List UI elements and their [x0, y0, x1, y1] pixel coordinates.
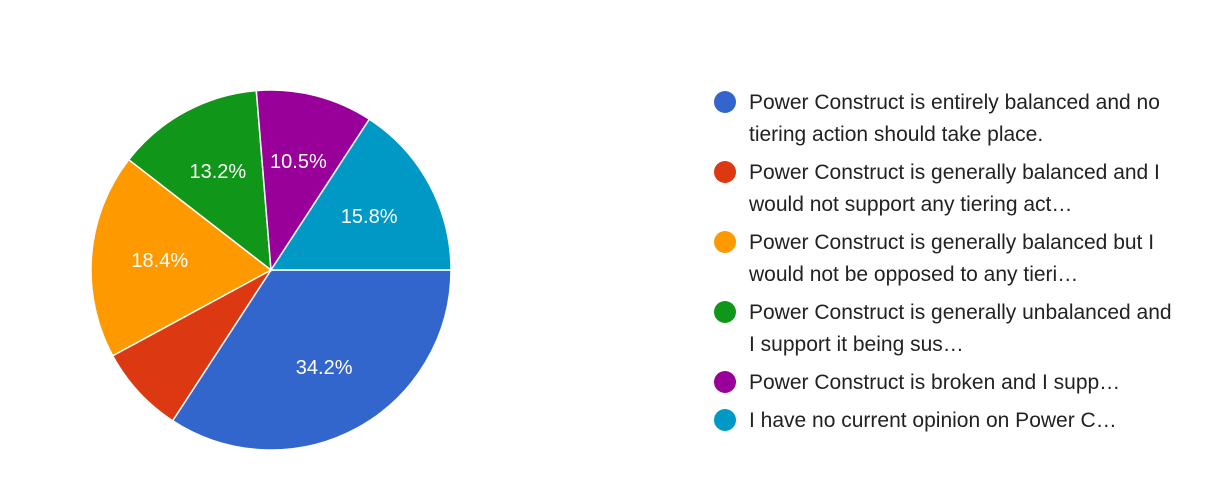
legend-label: I have no current opinion on Power C… [749, 409, 1117, 432]
pie-svg: 34.2% 18.4% 13.2% 10.5% 15.8% [90, 89, 452, 451]
legend-item[interactable]: Power Construct is entirely balanced and… [714, 87, 1194, 151]
pie-slice[interactable] [127, 89, 272, 272]
slice-value-label: 18.4% [131, 250, 188, 272]
legend-swatch [714, 231, 736, 253]
slice-value-label: 13.2% [189, 161, 246, 183]
legend-swatch [714, 161, 736, 183]
legend-swatch [714, 409, 736, 431]
slice-value-label: 10.5% [270, 151, 327, 173]
legend-label: Power Construct is broken and I supp… [749, 371, 1121, 394]
legend-item[interactable]: Power Construct is generally balanced bu… [714, 227, 1194, 291]
legend-item[interactable]: Power Construct is generally unbalanced … [714, 297, 1194, 361]
legend: Power Construct is entirely balanced and… [714, 87, 1194, 443]
legend-swatch [714, 91, 736, 113]
pie-slice[interactable] [255, 89, 371, 273]
legend-label: Power Construct is generally balanced bu… [749, 231, 1155, 286]
legend-item[interactable]: I have no current opinion on Power C… [714, 405, 1194, 437]
legend-item[interactable]: Power Construct is broken and I supp… [714, 367, 1194, 399]
slice-value-label: 15.8% [341, 206, 398, 228]
slice-value-label: 34.2% [296, 357, 353, 379]
legend-swatch [714, 371, 736, 393]
legend-label: Power Construct is entirely balanced and… [749, 91, 1160, 146]
pie-slice[interactable] [90, 158, 273, 357]
legend-label: Power Construct is generally balanced an… [749, 161, 1160, 216]
legend-swatch [714, 301, 736, 323]
legend-item[interactable]: Power Construct is generally balanced an… [714, 157, 1194, 221]
pie-slice[interactable] [269, 118, 452, 271]
legend-label: Power Construct is generally unbalanced … [749, 301, 1172, 356]
